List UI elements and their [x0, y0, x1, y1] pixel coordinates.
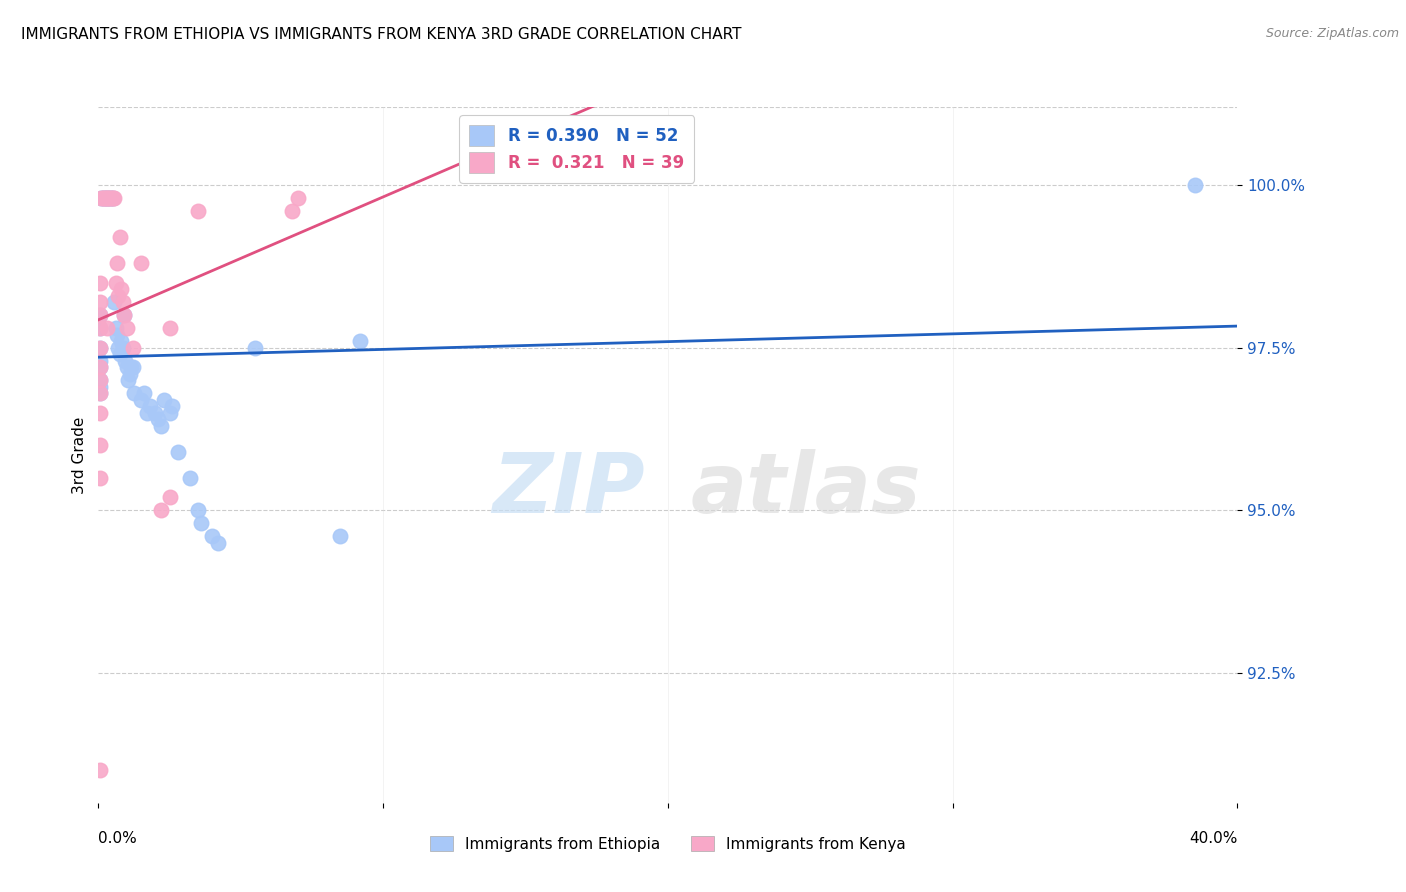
Point: [187, 503, 209, 517]
Point: [89, 321, 111, 335]
Point: [90, 191, 112, 205]
Point: [145, 406, 167, 420]
Point: [287, 191, 309, 205]
Text: 40.0%: 40.0%: [1189, 830, 1237, 846]
Point: [89, 764, 111, 778]
Point: [201, 529, 224, 543]
Point: [91, 191, 114, 205]
Point: [89, 360, 111, 375]
Point: [98, 191, 121, 205]
Point: [111, 341, 134, 355]
Point: [112, 308, 135, 322]
Point: [167, 444, 190, 458]
Point: [112, 308, 135, 322]
Point: [94, 191, 117, 205]
Point: [89, 308, 111, 322]
Point: [107, 341, 129, 355]
Point: [89, 386, 111, 401]
Point: [89, 276, 111, 290]
Point: [103, 191, 125, 205]
Point: [118, 367, 141, 381]
Point: [89, 406, 111, 420]
Point: [101, 191, 124, 205]
Point: [122, 386, 145, 401]
Point: [96, 191, 118, 205]
Point: [105, 256, 128, 270]
Point: [120, 360, 142, 375]
Point: [349, 334, 371, 348]
Point: [100, 191, 122, 205]
Text: IMMIGRANTS FROM ETHIOPIA VS IMMIGRANTS FROM KENYA 3RD GRADE CORRELATION CHART: IMMIGRANTS FROM ETHIOPIA VS IMMIGRANTS F…: [21, 27, 741, 42]
Point: [96, 191, 118, 205]
Point: [105, 327, 128, 342]
Point: [159, 490, 181, 504]
Text: Source: ZipAtlas.com: Source: ZipAtlas.com: [1265, 27, 1399, 40]
Point: [93, 191, 115, 205]
Point: [104, 276, 127, 290]
Point: [148, 412, 170, 426]
Point: [91, 191, 114, 205]
Point: [89, 373, 111, 387]
Point: [89, 438, 111, 452]
Point: [162, 399, 184, 413]
Point: [89, 295, 111, 310]
Y-axis label: 3rd Grade: 3rd Grade: [72, 417, 87, 493]
Point: [110, 282, 132, 296]
Point: [1184, 178, 1206, 192]
Point: [101, 191, 124, 205]
Point: [89, 360, 111, 375]
Point: [179, 471, 201, 485]
Point: [104, 321, 127, 335]
Point: [97, 191, 120, 205]
Point: [89, 353, 111, 368]
Point: [108, 230, 131, 244]
Point: [150, 418, 173, 433]
Point: [207, 535, 229, 549]
Point: [89, 341, 111, 355]
Point: [98, 191, 121, 205]
Point: [115, 360, 138, 375]
Point: [138, 399, 160, 413]
Text: ZIP: ZIP: [492, 450, 645, 530]
Point: [89, 386, 111, 401]
Point: [135, 406, 157, 420]
Point: [117, 373, 139, 387]
Point: [129, 392, 152, 407]
Point: [159, 406, 181, 420]
Point: [187, 204, 209, 219]
Point: [115, 321, 138, 335]
Point: [121, 360, 143, 375]
Point: [89, 341, 111, 355]
Point: [94, 191, 117, 205]
Point: [329, 529, 352, 543]
Point: [89, 321, 111, 335]
Point: [121, 341, 143, 355]
Point: [110, 334, 132, 348]
Point: [93, 191, 115, 205]
Point: [108, 347, 131, 361]
Point: [96, 321, 118, 335]
Point: [159, 321, 181, 335]
Point: [190, 516, 212, 531]
Point: [281, 204, 304, 219]
Point: [132, 386, 155, 401]
Point: [97, 191, 120, 205]
Legend: Immigrants from Ethiopia, Immigrants from Kenya: Immigrants from Ethiopia, Immigrants fro…: [423, 830, 912, 858]
Point: [89, 308, 111, 322]
Point: [150, 503, 173, 517]
Point: [100, 191, 122, 205]
Point: [90, 191, 112, 205]
Point: [89, 373, 111, 387]
Point: [89, 379, 111, 393]
Point: [243, 341, 266, 355]
Point: [153, 392, 176, 407]
Point: [114, 353, 136, 368]
Point: [103, 295, 125, 310]
Point: [89, 471, 111, 485]
Text: 0.0%: 0.0%: [98, 830, 138, 846]
Point: [107, 288, 129, 302]
Point: [129, 256, 152, 270]
Text: atlas: atlas: [690, 450, 921, 530]
Point: [111, 295, 134, 310]
